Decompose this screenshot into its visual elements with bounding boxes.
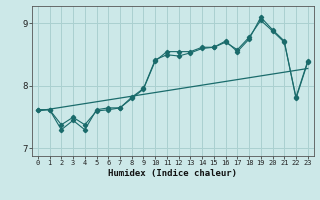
X-axis label: Humidex (Indice chaleur): Humidex (Indice chaleur) <box>108 169 237 178</box>
